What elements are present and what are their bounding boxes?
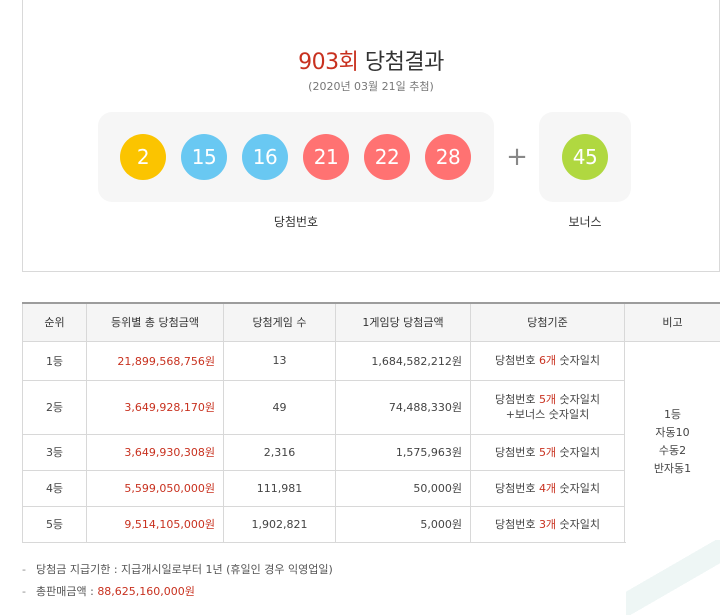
criteria-text: 숫자일치 [556, 481, 601, 495]
total-prize-cell: 3,649,928,170원 [86, 379, 224, 435]
total-prize-cell: 21,899,568,756원 [86, 340, 224, 381]
rank-cell: 2등 [22, 379, 87, 435]
lotto-ball: 2 [120, 134, 166, 180]
note-text: 당첨금 지급기한 : 지급개시일로부터 1년 (휴일인 경우 익영업일) [36, 563, 333, 576]
criteria-text: 당첨번호 [494, 445, 539, 459]
plus-icon: + [506, 142, 528, 172]
rank-cell: 1등 [22, 340, 87, 381]
criteria-text: 숫자일치 [556, 354, 601, 367]
prize-per-game-cell: 1,575,963원 [335, 433, 471, 471]
prize-table: 순위 등위별 총 당첨금액 당첨게임 수 1게임당 당첨금액 당첨기준 비고 1… [22, 302, 720, 543]
bonus-ball: 45 [562, 134, 608, 180]
criteria-text: 당첨번호 [494, 481, 539, 495]
criteria-text: 당첨번호 [494, 354, 539, 367]
remarks-line: 수동2 [658, 443, 687, 457]
remarks-cell: 1등 자동10 수동2 반자동1 [624, 340, 720, 543]
lotto-ball: 21 [303, 134, 349, 180]
prize-per-game-cell: 74,488,330원 [335, 379, 471, 435]
table-row: 4등 5,599,050,000원 111,981 50,000원 당첨번호 4… [22, 469, 720, 507]
winner-count-cell: 49 [223, 379, 336, 435]
lotto-ball: 15 [181, 134, 227, 180]
table-header-row: 순위 등위별 총 당첨금액 당첨게임 수 1게임당 당첨금액 당첨기준 비고 [22, 302, 720, 342]
prize-per-game-cell: 50,000원 [335, 469, 471, 507]
rank-cell: 5등 [22, 505, 87, 543]
bonus-number-panel: 45 [539, 112, 631, 202]
table-row: 5등 9,514,105,000원 1,902,821 5,000원 당첨번호 … [22, 505, 720, 543]
round-number: 903회 [298, 50, 359, 75]
total-prize-cell: 5,599,050,000원 [86, 469, 224, 507]
winner-count-cell: 111,981 [223, 469, 336, 507]
criteria-cell: 당첨번호 3개 숫자일치 [470, 505, 625, 543]
rank-cell: 4등 [22, 469, 87, 507]
lotto-ball: 28 [425, 134, 471, 180]
page-title: 903회 당첨결과 [23, 44, 719, 76]
bullet-dash: - [22, 585, 26, 598]
remarks-line: 자동10 [655, 425, 690, 439]
prize-per-game-cell: 1,684,582,212원 [335, 340, 471, 381]
notes-section: - 당첨금 지급기한 : 지급개시일로부터 1년 (휴일인 경우 익영업일) -총… [22, 561, 333, 605]
col-header-remarks: 비고 [624, 302, 720, 342]
total-prize-cell: 3,649,930,308원 [86, 433, 224, 471]
criteria-text: 숫자일치 [556, 393, 601, 406]
total-prize-cell: 9,514,105,000원 [86, 505, 224, 543]
table-row: 3등 3,649,930,308원 2,316 1,575,963원 당첨번호 … [22, 433, 720, 471]
col-header-rank: 순위 [22, 302, 87, 342]
table-row: 1등 21,899,568,756원 13 1,684,582,212원 당첨번… [22, 340, 720, 543]
col-header-prize-per-game: 1게임당 당첨금액 [335, 302, 471, 342]
criteria-match-count: 5개 [538, 445, 557, 459]
criteria-match-count: 6개 [538, 354, 557, 367]
note-payment-deadline: - 당첨금 지급기한 : 지급개시일로부터 1년 (휴일인 경우 익영업일) [22, 561, 333, 583]
draw-result-panel: 903회 당첨결과 (2020년 03월 21일 추첨) 2 15 16 21 … [22, 0, 720, 272]
criteria-text: 당첨번호 [494, 517, 539, 531]
total-sales-value: 88,625,160,000원 [97, 585, 195, 598]
decorative-stripe [626, 540, 720, 615]
criteria-match-count: 4개 [538, 481, 557, 495]
note-text: 총판매금액 : [36, 585, 98, 598]
col-header-total-prize: 등위별 총 당첨금액 [86, 302, 224, 342]
criteria-bonus-text: +보너스 숫자일치 [505, 408, 590, 421]
criteria-cell: 당첨번호 5개 숫자일치 [470, 433, 625, 471]
criteria-text: 당첨번호 [494, 393, 539, 406]
winner-count-cell: 13 [223, 340, 336, 381]
criteria-match-count: 5개 [538, 393, 557, 406]
criteria-text: 숫자일치 [556, 517, 601, 531]
winner-count-cell: 2,316 [223, 433, 336, 471]
winning-numbers-panel: 2 15 16 21 22 28 [98, 112, 494, 202]
remarks-line: 반자동1 [653, 461, 692, 475]
bonus-label: 보너스 [568, 215, 602, 229]
table-row: 2등 3,649,928,170원 49 74,488,330원 당첨번호 5개… [22, 379, 720, 435]
col-header-criteria: 당첨기준 [470, 302, 625, 342]
criteria-cell: 당첨번호 5개 숫자일치 +보너스 숫자일치 [470, 379, 625, 435]
remarks-line: 1등 [663, 407, 682, 421]
rank-cell: 3등 [22, 433, 87, 471]
winner-count-cell: 1,902,821 [223, 505, 336, 543]
criteria-cell: 당첨번호 6개 숫자일치 [470, 340, 625, 381]
criteria-match-count: 3개 [538, 517, 557, 531]
draw-date: (2020년 03월 21일 추첨) [308, 80, 434, 93]
criteria-cell: 당첨번호 4개 숫자일치 [470, 469, 625, 507]
lotto-ball: 16 [242, 134, 288, 180]
title-suffix: 당첨결과 [358, 50, 444, 75]
winning-numbers-label: 당첨번호 [273, 215, 319, 229]
lotto-ball: 22 [364, 134, 410, 180]
note-total-sales: - 총판매금액 : 88,625,160,000원 [22, 583, 333, 605]
prize-per-game-cell: 5,000원 [335, 505, 471, 543]
col-header-winner-count: 당첨게임 수 [223, 302, 336, 342]
bullet-dash: - [22, 563, 26, 576]
criteria-text: 숫자일치 [556, 445, 601, 459]
